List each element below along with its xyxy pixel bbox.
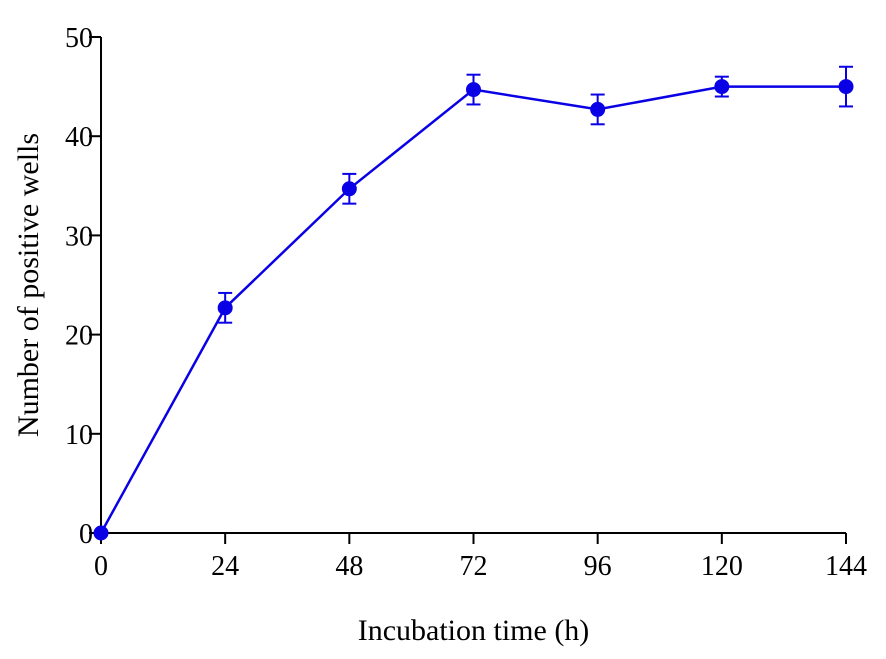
y-axis-title: Number of positive wells xyxy=(12,133,45,437)
x-tick-label-96: 96 xyxy=(584,551,612,582)
y-tick-label-40: 40 xyxy=(65,122,93,153)
x-axis-title: Incubation time (h) xyxy=(358,614,590,647)
y-tick-label-30: 30 xyxy=(65,221,93,252)
x-ticks: 0 24 48 72 96 120 144 xyxy=(94,533,867,582)
data-point-24 xyxy=(217,300,233,316)
data-point-144 xyxy=(838,79,854,95)
x-tick-label-24: 24 xyxy=(211,551,239,582)
axes xyxy=(100,37,846,534)
data-point-48 xyxy=(341,181,357,197)
data-point-120 xyxy=(714,79,730,95)
y-tick-label-10: 10 xyxy=(65,420,93,451)
x-tick-label-72: 72 xyxy=(460,551,488,582)
series-layer xyxy=(93,65,854,541)
y-tick-label-20: 20 xyxy=(65,321,93,352)
y-tick-label-0: 0 xyxy=(79,519,93,550)
data-point-0 xyxy=(93,525,109,541)
data-point-72 xyxy=(466,82,481,98)
data-point-96 xyxy=(590,101,606,117)
y-ticks: 0 10 20 30 40 50 xyxy=(65,23,101,550)
series-0 xyxy=(93,65,854,541)
series-line-0 xyxy=(99,85,846,534)
y-tick-label-50: 50 xyxy=(65,23,93,54)
x-tick-label-120: 120 xyxy=(701,551,743,582)
x-tick-label-144: 144 xyxy=(825,551,867,582)
x-tick-label-48: 48 xyxy=(335,551,363,582)
x-tick-label-0: 0 xyxy=(94,551,108,582)
